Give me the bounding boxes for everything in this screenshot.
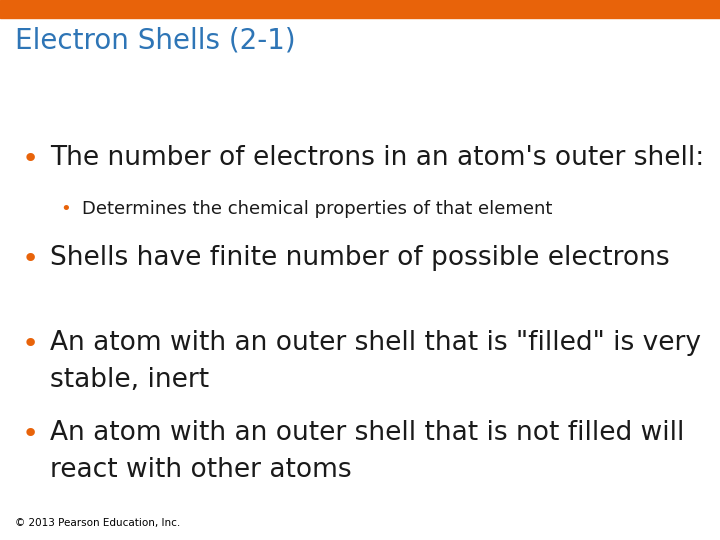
Text: An atom with an outer shell that is not filled will
react with other atoms: An atom with an outer shell that is not … [50, 420, 685, 483]
Text: Determines the chemical properties of that element: Determines the chemical properties of th… [82, 200, 552, 218]
Text: Electron Shells (2-1): Electron Shells (2-1) [15, 26, 296, 54]
Text: •: • [22, 245, 40, 273]
Text: •: • [22, 145, 40, 173]
Text: An atom with an outer shell that is "filled" is very
stable, inert: An atom with an outer shell that is "fil… [50, 330, 701, 393]
Text: Shells have finite number of possible electrons: Shells have finite number of possible el… [50, 245, 670, 271]
Text: •: • [60, 200, 71, 218]
Text: •: • [22, 420, 40, 448]
Text: The number of electrons in an atom's outer shell:: The number of electrons in an atom's out… [50, 145, 704, 171]
Bar [0, 0, 720, 18]
Text: •: • [22, 330, 40, 358]
Text: © 2013 Pearson Education, Inc.: © 2013 Pearson Education, Inc. [15, 518, 180, 528]
